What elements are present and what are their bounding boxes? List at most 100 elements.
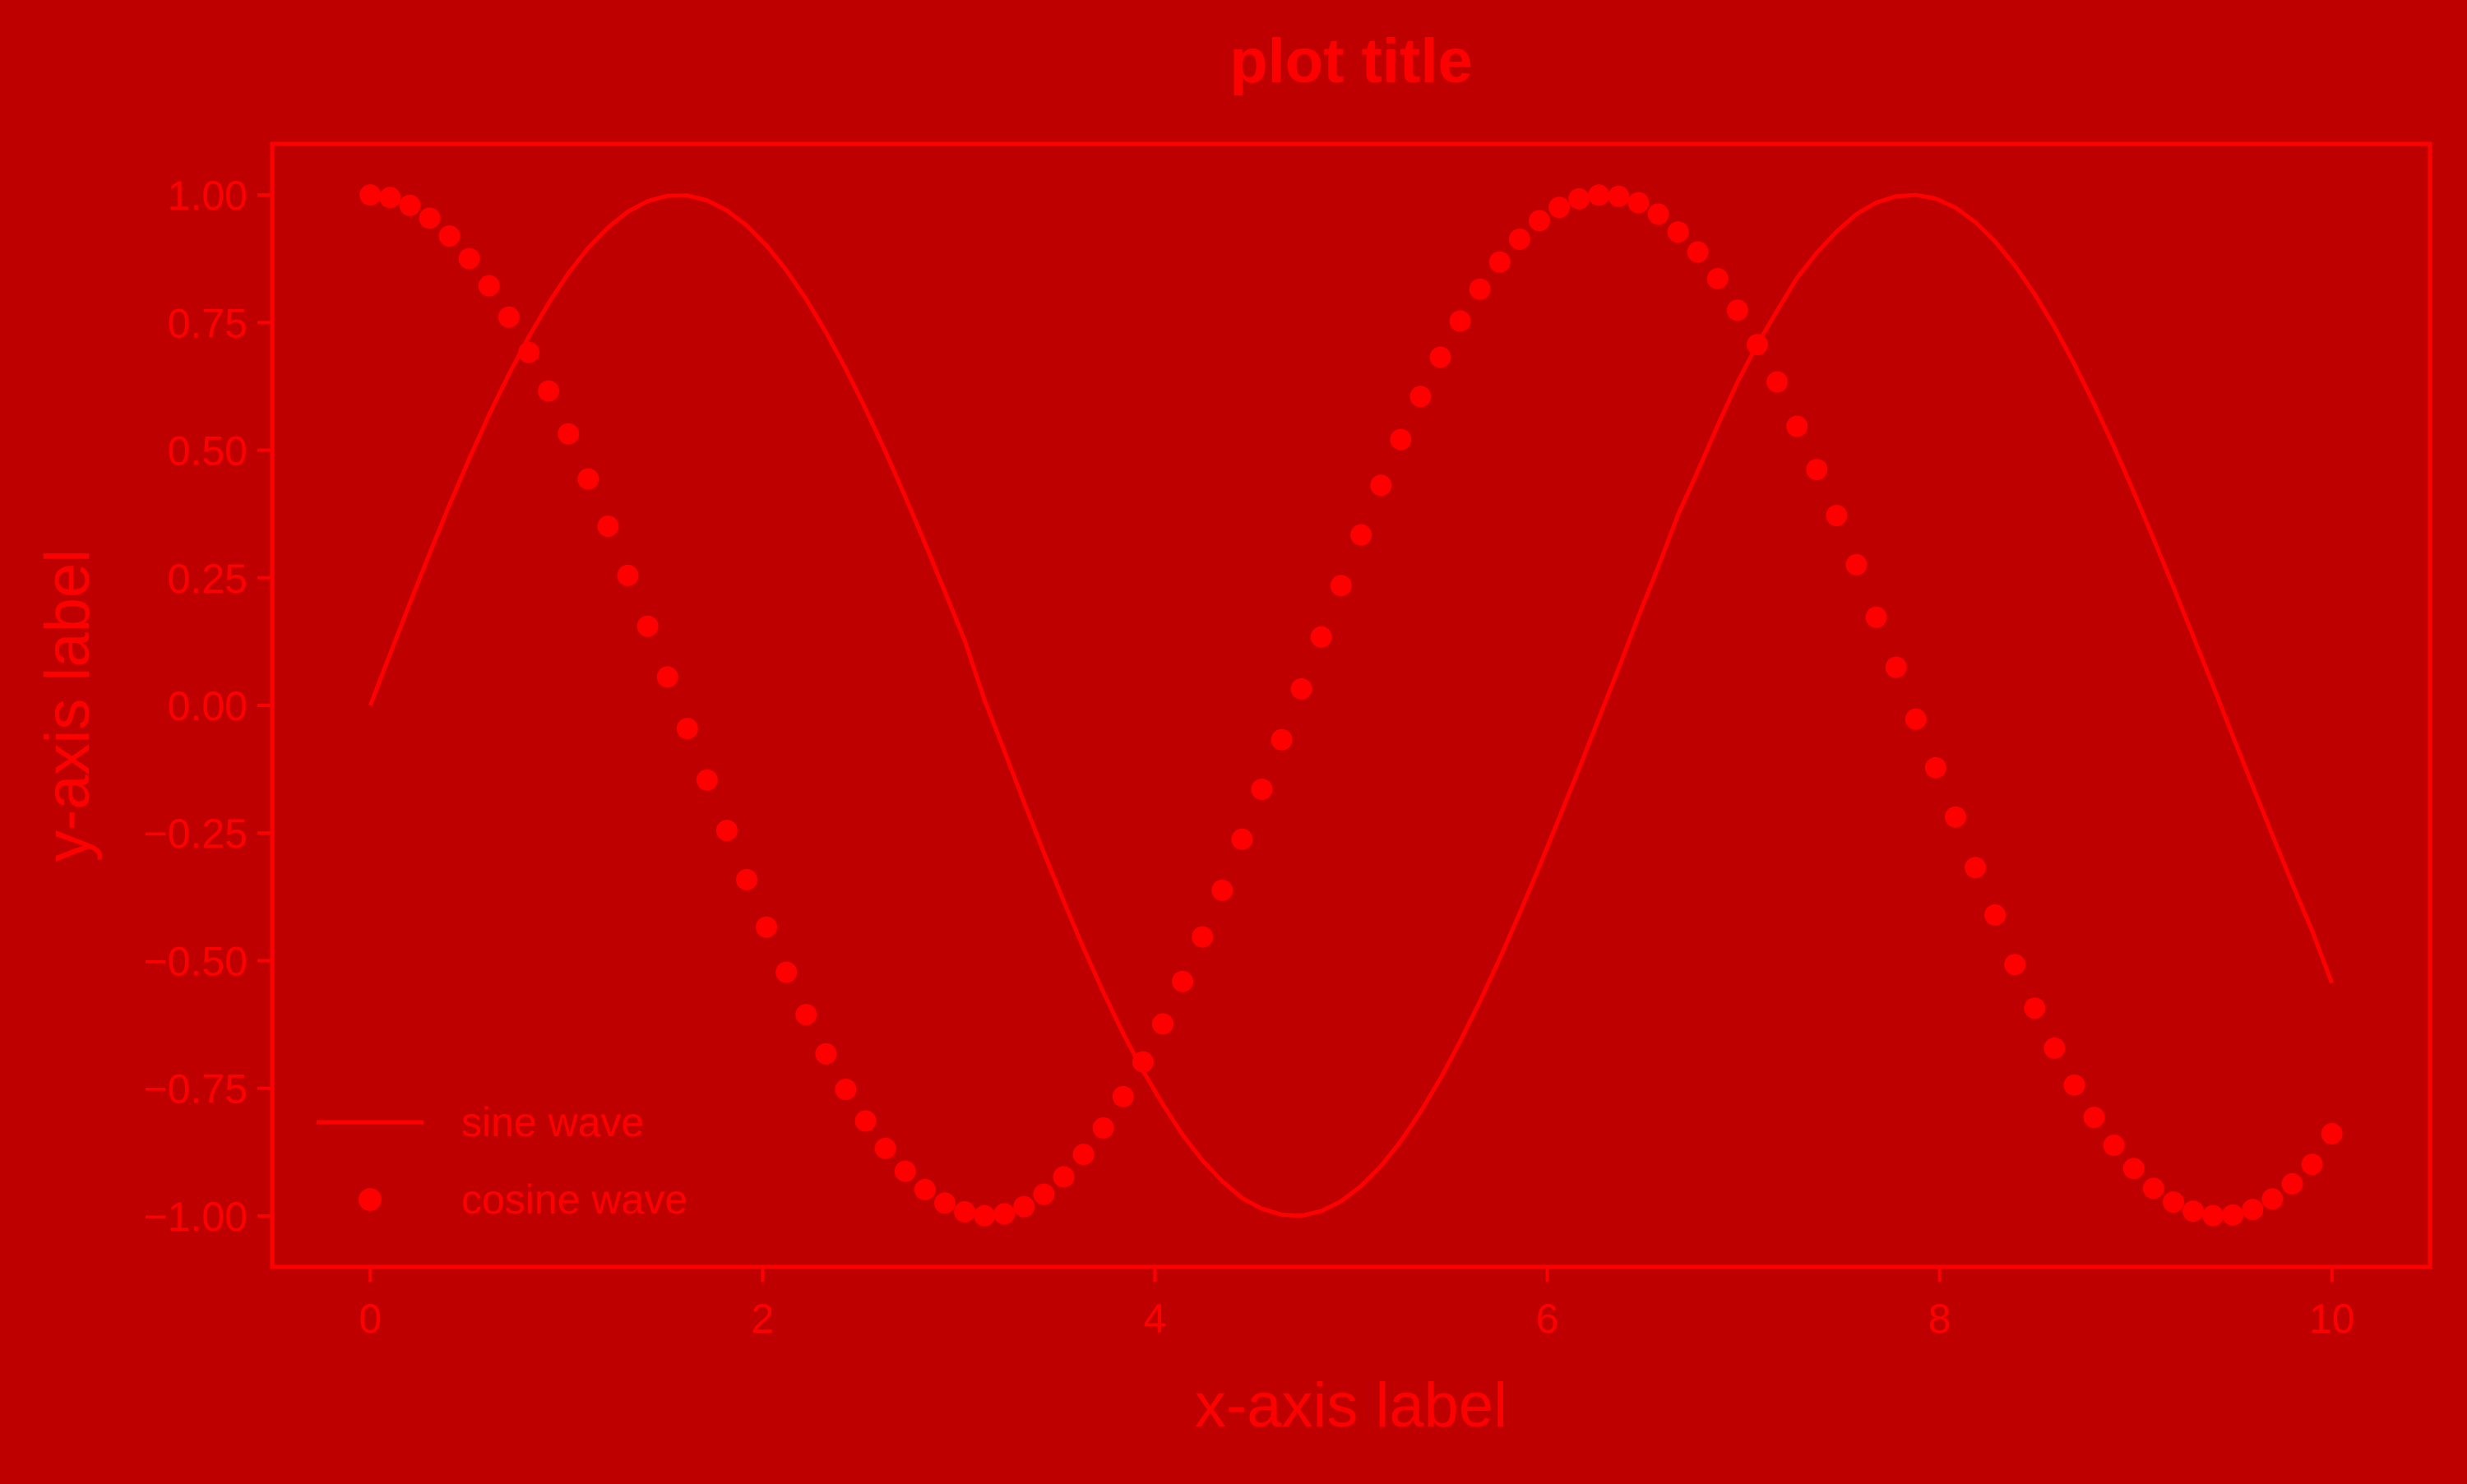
data-point-cosine-wave bbox=[538, 380, 560, 402]
legend-sine-label: sine wave bbox=[461, 1099, 644, 1145]
y-axis-label: y-axis label bbox=[33, 549, 103, 862]
data-point-cosine-wave bbox=[1429, 346, 1451, 368]
data-point-cosine-wave bbox=[1449, 310, 1471, 332]
data-point-cosine-wave bbox=[1310, 626, 1332, 648]
data-point-cosine-wave bbox=[1271, 728, 1293, 751]
data-point-cosine-wave bbox=[795, 1004, 817, 1026]
data-point-cosine-wave bbox=[2202, 1204, 2224, 1227]
data-point-cosine-wave bbox=[478, 275, 500, 297]
data-point-cosine-wave bbox=[2261, 1188, 2284, 1210]
data-point-cosine-wave bbox=[974, 1204, 996, 1227]
data-point-cosine-wave bbox=[1747, 334, 1768, 356]
data-point-cosine-wave bbox=[438, 225, 461, 247]
data-point-cosine-wave bbox=[2242, 1199, 2264, 1221]
data-point-cosine-wave bbox=[1945, 806, 1966, 828]
data-point-cosine-wave bbox=[1588, 184, 1610, 206]
x-tick-label: 8 bbox=[1928, 1296, 1951, 1342]
data-point-cosine-wave bbox=[1806, 459, 1828, 481]
data-point-cosine-wave bbox=[359, 184, 382, 206]
data-point-cosine-wave bbox=[458, 247, 480, 270]
data-point-cosine-wave bbox=[1786, 415, 1808, 437]
data-point-cosine-wave bbox=[1865, 606, 1887, 628]
data-point-cosine-wave bbox=[894, 1160, 916, 1182]
data-point-cosine-wave bbox=[1290, 677, 1312, 700]
data-point-cosine-wave bbox=[1627, 192, 1650, 214]
data-point-cosine-wave bbox=[696, 769, 718, 791]
data-point-cosine-wave bbox=[2103, 1135, 2125, 1156]
data-point-cosine-wave bbox=[518, 341, 539, 363]
data-point-cosine-wave bbox=[835, 1079, 857, 1100]
data-point-cosine-wave bbox=[2222, 1204, 2244, 1226]
legend-cosine-label: cosine wave bbox=[461, 1177, 687, 1223]
x-axis-label: x-axis label bbox=[1195, 1371, 1507, 1440]
data-point-cosine-wave bbox=[2163, 1191, 2184, 1214]
data-point-cosine-wave bbox=[854, 1110, 877, 1132]
data-point-cosine-wave bbox=[558, 423, 580, 445]
y-tick-label: 0.50 bbox=[168, 428, 248, 474]
plot-area bbox=[359, 184, 2343, 1227]
data-point-cosine-wave bbox=[934, 1192, 956, 1214]
chart-title: plot title bbox=[1229, 26, 1473, 96]
y-axis-ticks: 1.00 0.75 0.50 0.25 0.00 −0.25 −0.50 −0.75 −1.00 bbox=[143, 173, 272, 1240]
data-point-cosine-wave bbox=[1706, 267, 1729, 289]
data-point-cosine-wave bbox=[2182, 1200, 2205, 1223]
data-point-cosine-wave bbox=[954, 1200, 976, 1223]
data-point-cosine-wave bbox=[1469, 278, 1491, 300]
data-point-cosine-wave bbox=[2083, 1107, 2105, 1129]
data-point-cosine-wave bbox=[1687, 241, 1709, 263]
data-point-cosine-wave bbox=[1350, 524, 1372, 546]
legend-cosine-swatch bbox=[359, 1188, 382, 1211]
data-point-cosine-wave bbox=[1885, 656, 1907, 678]
data-point-cosine-wave bbox=[1013, 1195, 1035, 1218]
data-point-cosine-wave bbox=[874, 1137, 896, 1159]
data-point-cosine-wave bbox=[1488, 251, 1511, 273]
data-point-cosine-wave bbox=[1152, 1013, 1173, 1035]
data-point-cosine-wave bbox=[419, 207, 441, 229]
x-tick-label: 6 bbox=[1536, 1296, 1559, 1342]
data-point-cosine-wave bbox=[498, 306, 520, 328]
data-point-cosine-wave bbox=[1905, 708, 1927, 730]
data-point-cosine-wave bbox=[1390, 428, 1412, 451]
y-tick-label: −0.25 bbox=[143, 811, 248, 857]
data-point-cosine-wave bbox=[1924, 756, 1946, 779]
data-point-cosine-wave bbox=[2301, 1153, 2323, 1176]
y-tick-label: −0.75 bbox=[143, 1066, 248, 1112]
data-point-cosine-wave bbox=[1826, 505, 1848, 526]
data-point-cosine-wave bbox=[1984, 904, 2006, 926]
y-tick-label: 0.75 bbox=[168, 300, 248, 346]
data-point-cosine-wave bbox=[676, 718, 698, 740]
data-point-cosine-wave bbox=[2321, 1123, 2343, 1144]
data-point-cosine-wave bbox=[1529, 210, 1550, 232]
data-point-cosine-wave bbox=[1726, 299, 1748, 321]
data-point-cosine-wave bbox=[1330, 575, 1352, 597]
data-point-cosine-wave bbox=[1072, 1144, 1095, 1166]
data-point-cosine-wave bbox=[656, 666, 678, 688]
data-point-cosine-wave bbox=[597, 515, 619, 538]
y-tick-label: 1.00 bbox=[168, 173, 248, 219]
data-point-cosine-wave bbox=[1370, 474, 1392, 497]
y-tick-label: 0.00 bbox=[168, 683, 248, 729]
data-point-cosine-wave bbox=[1608, 185, 1630, 207]
x-axis-ticks: 0 2 4 6 8 10 bbox=[359, 1267, 2355, 1342]
data-point-cosine-wave bbox=[914, 1178, 936, 1200]
data-point-cosine-wave bbox=[577, 468, 599, 490]
data-point-cosine-wave bbox=[1053, 1166, 1075, 1188]
data-point-cosine-wave bbox=[993, 1203, 1016, 1225]
data-point-cosine-wave bbox=[1965, 857, 1987, 879]
data-point-cosine-wave bbox=[617, 564, 639, 586]
data-point-cosine-wave bbox=[1647, 203, 1669, 225]
data-point-cosine-wave bbox=[1092, 1116, 1114, 1139]
y-tick-label: 0.25 bbox=[168, 556, 248, 602]
data-point-cosine-wave bbox=[1548, 196, 1571, 219]
x-tick-label: 10 bbox=[2309, 1296, 2355, 1342]
data-point-cosine-wave bbox=[775, 961, 798, 983]
data-point-cosine-wave bbox=[399, 194, 421, 216]
data-point-cosine-wave bbox=[1231, 828, 1253, 850]
data-point-cosine-wave bbox=[756, 916, 778, 938]
legend: sine wave cosine wave bbox=[317, 1099, 687, 1223]
y-tick-label: −1.00 bbox=[143, 1194, 248, 1240]
data-point-cosine-wave bbox=[1508, 229, 1530, 250]
data-point-cosine-wave bbox=[636, 615, 659, 637]
